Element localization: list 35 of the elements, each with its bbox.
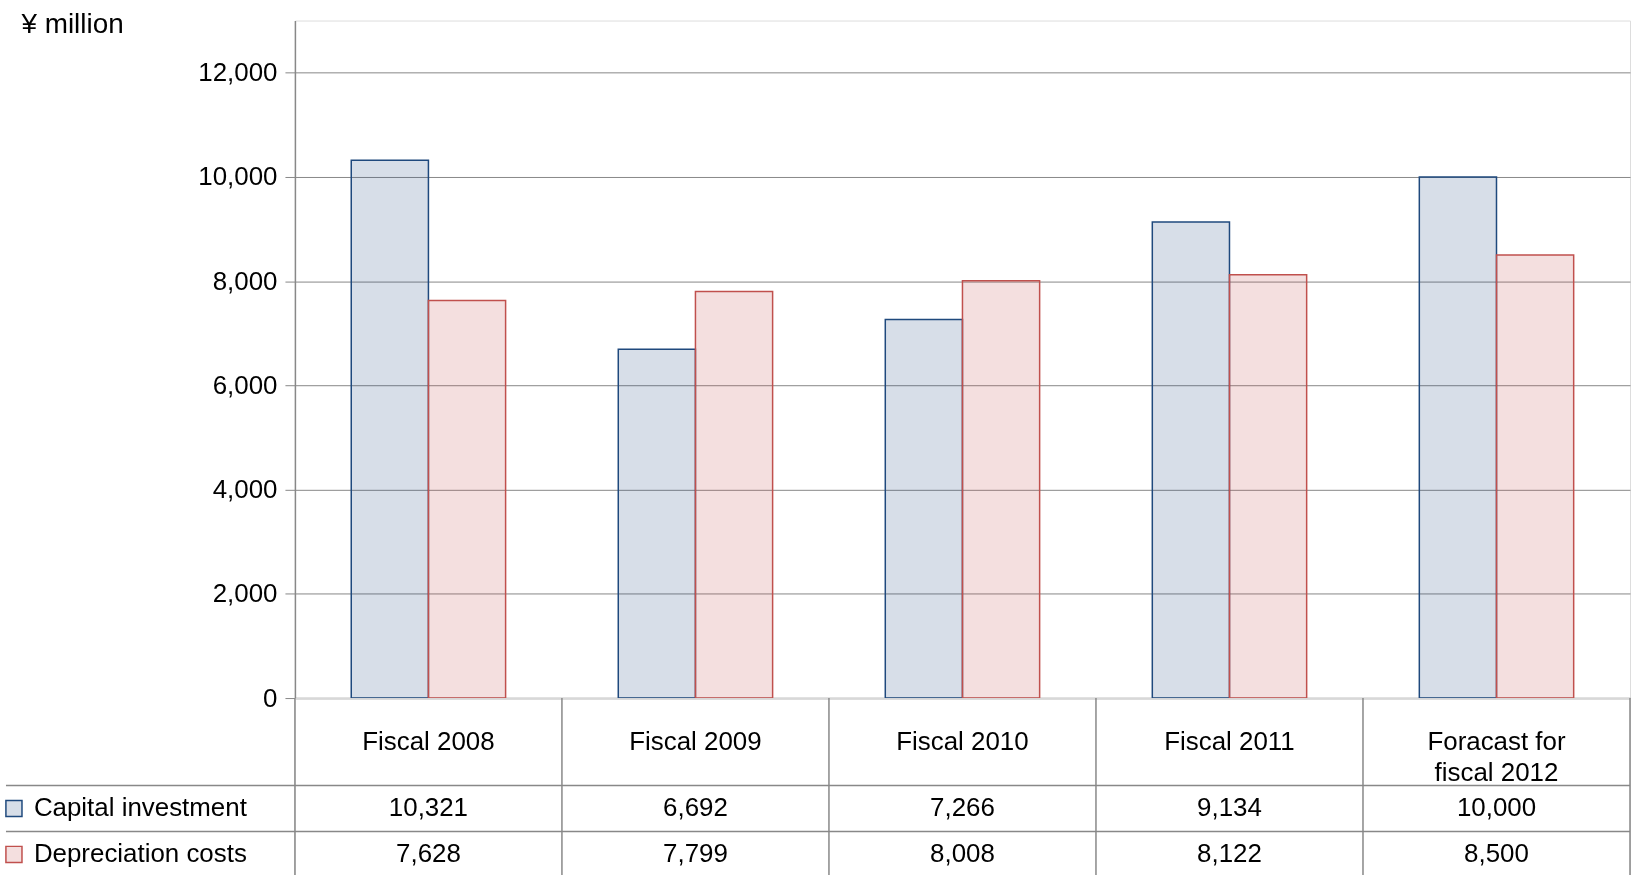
bar: [884, 318, 964, 699]
x-tick-label: Fiscal 2011: [1164, 726, 1295, 755]
bar: [694, 290, 774, 699]
x-tick-label: Fiscal 2010: [896, 726, 1029, 755]
y-axis-title: ¥ million: [20, 8, 124, 39]
data-label: 7,799: [663, 839, 728, 868]
x-tick-label: Foracast for fiscal 2012: [1427, 726, 1566, 786]
x-tick-label: Fiscal 2008: [362, 726, 495, 755]
bar: [427, 299, 507, 699]
y-tick-label: 4,000: [212, 475, 278, 504]
data-label: 8,122: [1197, 839, 1262, 868]
data-label: 9,134: [1197, 793, 1262, 822]
bar: [1228, 274, 1308, 699]
bar: [1418, 176, 1498, 699]
legend-label: Capital investment: [33, 793, 247, 822]
x-tick-label: Fiscal 2009: [629, 726, 762, 755]
bar: [617, 348, 697, 699]
data-label: 8,500: [1464, 839, 1529, 868]
data-label: 7,266: [930, 793, 995, 822]
y-tick-label: 10,000: [198, 162, 278, 191]
bar: [1495, 254, 1575, 699]
bar: [1151, 221, 1231, 699]
data-label: 8,008: [930, 839, 995, 868]
data-label: 10,321: [388, 793, 469, 822]
data-label: 10,000: [1456, 793, 1537, 822]
y-tick-label: 0: [263, 683, 278, 712]
legend-label: Depreciation costs: [33, 839, 247, 868]
bar: [350, 159, 430, 699]
data-label: 6,692: [663, 793, 728, 822]
y-tick-label: 2,000: [212, 579, 278, 608]
y-tick-label: 8,000: [212, 266, 278, 295]
data-label: 7,628: [396, 839, 461, 868]
y-tick-label: 6,000: [212, 370, 278, 399]
y-tick-label: 12,000: [198, 58, 278, 87]
bar: [961, 279, 1041, 699]
